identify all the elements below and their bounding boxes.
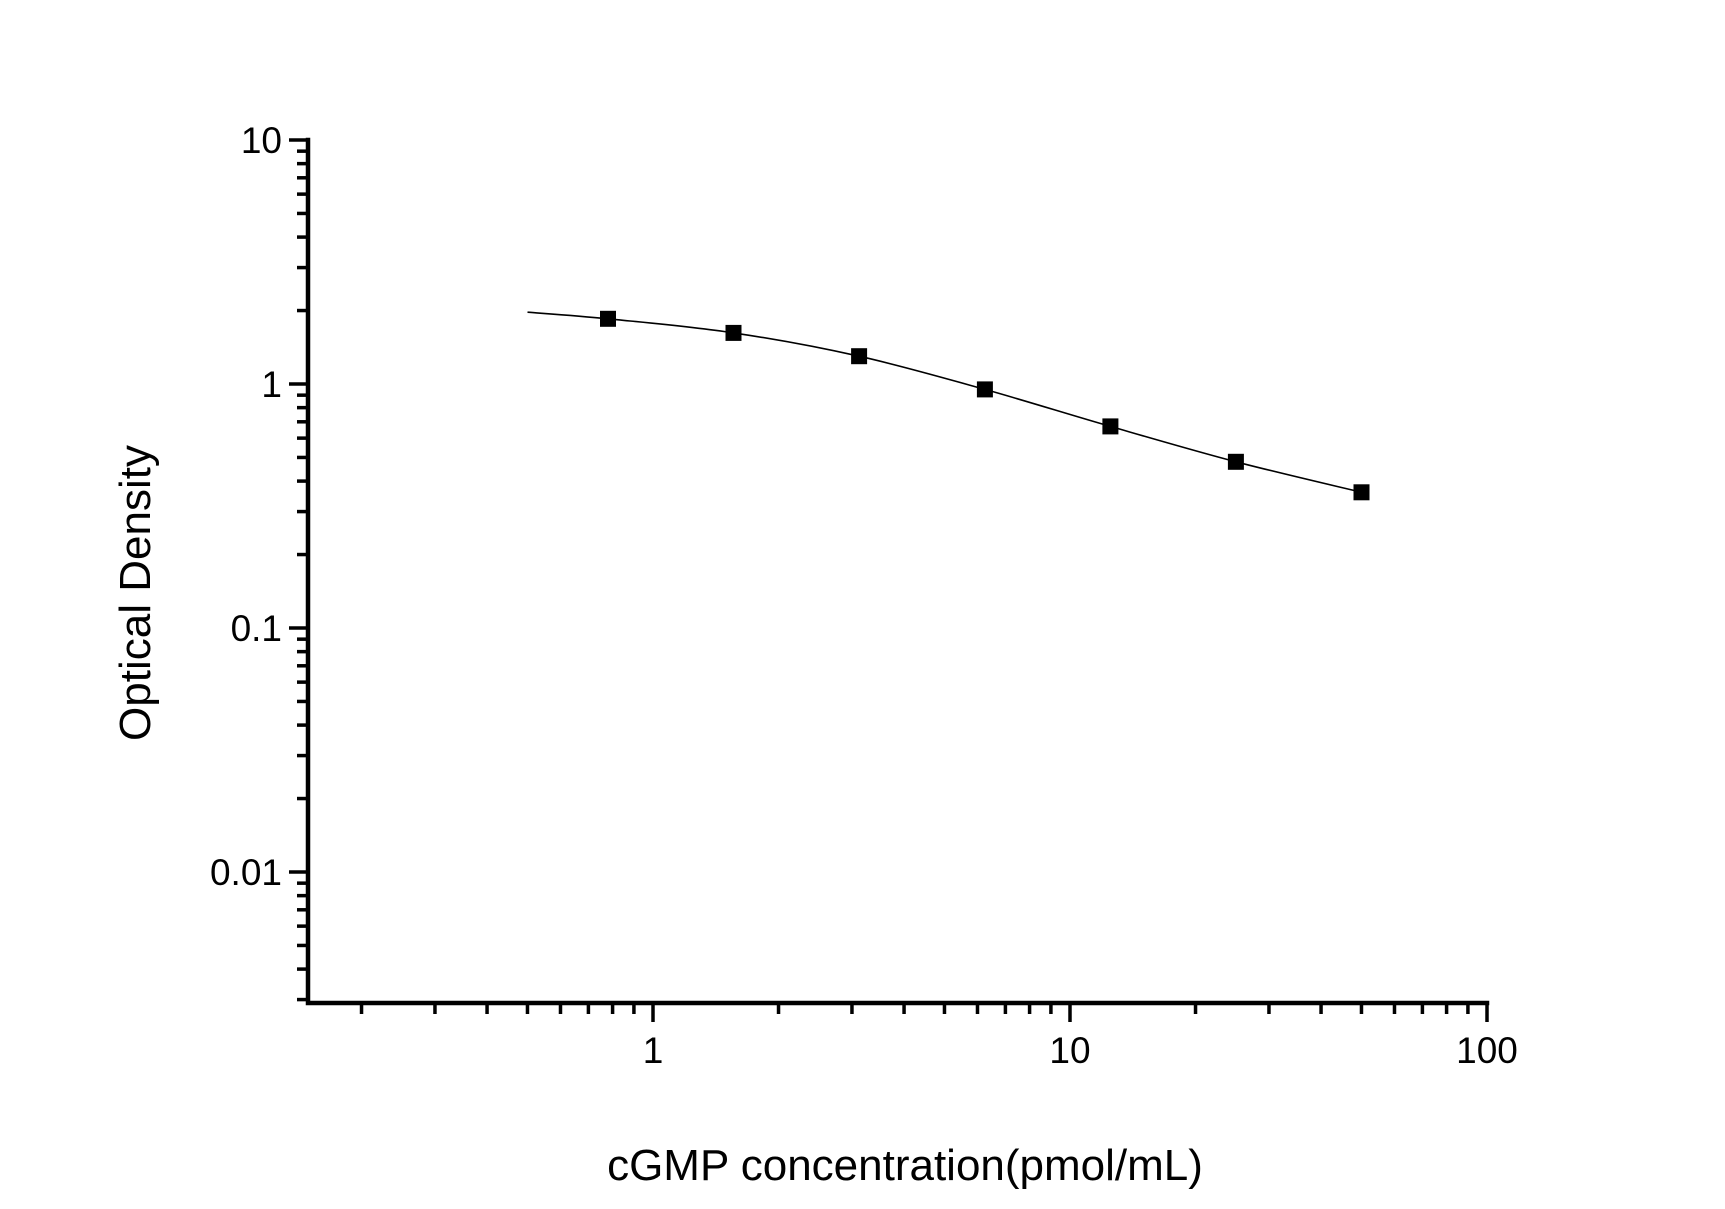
data-series	[527, 310, 1370, 501]
data-point-marker	[600, 310, 616, 327]
y-tick-label: 0.1	[231, 608, 282, 649]
x-tick-label: 100	[1456, 1030, 1518, 1071]
y-tick-label: 10	[241, 120, 282, 161]
y-tick-label: 1	[261, 364, 282, 405]
axis-lines	[305, 137, 1490, 1006]
axes	[305, 137, 1490, 1006]
data-point-marker	[1227, 453, 1244, 470]
data-point-marker	[1353, 484, 1370, 501]
data-point-marker	[976, 381, 993, 398]
y-tick-label: 0.01	[210, 852, 282, 893]
x-tick-label: 1	[643, 1030, 664, 1071]
x-axis-title: cGMP concentration(pmol/mL)	[607, 1141, 1203, 1190]
fit-curve	[527, 311, 1362, 494]
data-point-marker	[725, 324, 742, 341]
y-axis-title: Optical Density	[111, 445, 160, 741]
x-tick-label: 10	[1049, 1030, 1090, 1071]
data-point-marker	[1102, 418, 1119, 435]
data-point-marker	[851, 348, 868, 365]
tick-labels: 1 10 100 10 1 0.1 0.01	[210, 120, 1518, 1071]
